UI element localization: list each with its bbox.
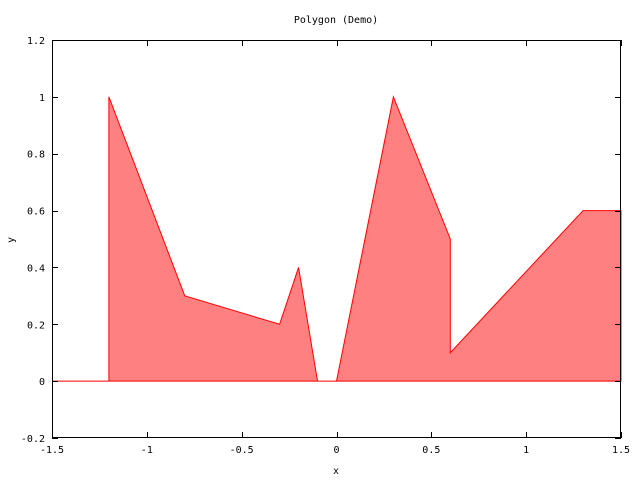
chart-title: Polygon (Demo) xyxy=(294,15,378,26)
y-tick-label: -0.2 xyxy=(21,434,45,445)
x-tick-label: -1 xyxy=(141,445,153,456)
y-tick-label: 0.8 xyxy=(27,150,45,161)
y-tick-label: 0 xyxy=(39,377,45,388)
x-axis-label: x xyxy=(333,466,339,477)
polygon-fill-layer xyxy=(52,95,622,382)
x-tick-label: -0.5 xyxy=(230,445,254,456)
y-tick-label: 0.2 xyxy=(27,320,45,331)
y-tick-label: 1 xyxy=(39,93,45,104)
polygon-series-0 xyxy=(52,95,622,382)
plot-frame xyxy=(52,40,621,438)
y-tick-label: 0.6 xyxy=(27,207,45,218)
x-tick-label: 1.5 xyxy=(612,445,630,456)
x-tick-label: 1 xyxy=(523,445,529,456)
y-axis-label: y xyxy=(6,237,17,243)
y-tick-label: 1.2 xyxy=(27,36,45,47)
x-tick-label: 0 xyxy=(333,445,339,456)
x-tick-label: -1.5 xyxy=(40,445,64,456)
axis-ticks: -1.5 -1 -0.5 0 0.5 1 1.5 -0.2 0 0.2 0.4 0.6 0.8 1 1.2 xyxy=(21,36,630,456)
y-tick-label: 0.4 xyxy=(27,263,45,274)
x-tick-label: 0.5 xyxy=(422,445,440,456)
